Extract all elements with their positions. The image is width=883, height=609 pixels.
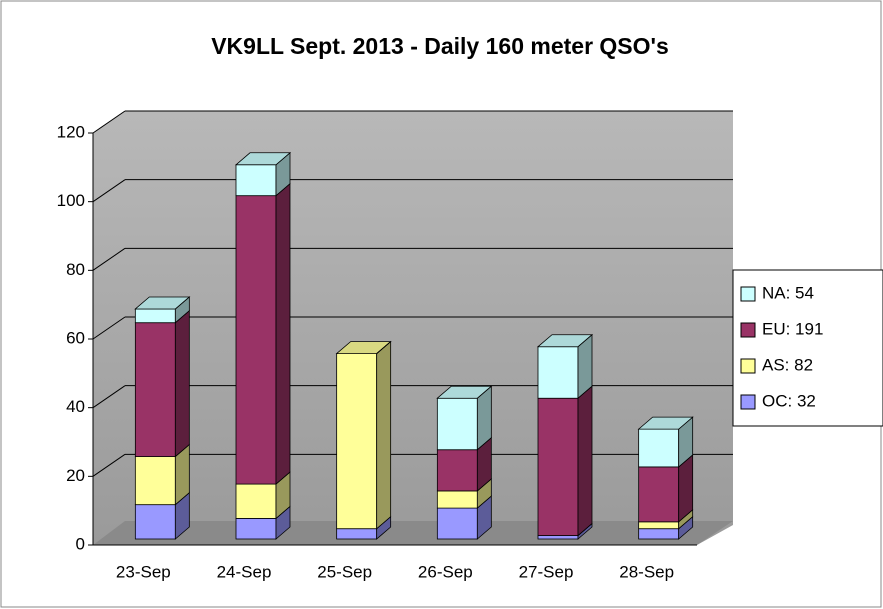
bar-segment bbox=[134, 309, 190, 458]
bar-face bbox=[235, 483, 277, 519]
bar-face bbox=[638, 528, 680, 540]
x-tick-label: 26-Sep bbox=[418, 562, 473, 581]
bar-segment bbox=[376, 341, 391, 354]
bar-segment bbox=[335, 340, 392, 530]
bar-face bbox=[376, 340, 392, 530]
bar-face bbox=[376, 341, 391, 354]
grid-line bbox=[92, 385, 126, 409]
legend-swatch bbox=[740, 286, 756, 302]
legend-label: OC: 32 bbox=[762, 391, 816, 410]
bar-face bbox=[577, 385, 593, 537]
grid-line bbox=[92, 453, 126, 477]
y-tick-label: 120 bbox=[57, 122, 85, 141]
grid-line bbox=[92, 110, 126, 134]
x-tick-label: 23-Sep bbox=[116, 562, 171, 581]
bar-face bbox=[638, 428, 680, 468]
bar-segment bbox=[235, 182, 291, 485]
bar-face bbox=[134, 322, 176, 458]
grid-line bbox=[92, 247, 126, 271]
bar-segment bbox=[436, 495, 492, 540]
bar-face bbox=[537, 535, 579, 540]
bar-face bbox=[275, 182, 291, 485]
bar-face bbox=[134, 308, 176, 324]
bar-segment bbox=[134, 443, 190, 506]
bar-segment bbox=[637, 416, 694, 468]
bar-face bbox=[638, 466, 680, 523]
bar-face bbox=[235, 518, 277, 540]
bar-segment bbox=[235, 471, 291, 520]
y-tick-label: 0 bbox=[76, 534, 85, 553]
bar-face bbox=[234, 152, 292, 166]
bar-face bbox=[174, 309, 190, 458]
bar-face bbox=[436, 507, 478, 540]
legend-label: NA: 54 bbox=[762, 283, 814, 302]
bar-segment bbox=[234, 151, 292, 197]
bar-face bbox=[134, 504, 176, 540]
bar-segment bbox=[436, 478, 492, 509]
bar-segment bbox=[235, 505, 291, 540]
x-tick-label: 28-Sep bbox=[619, 562, 674, 581]
grid-line bbox=[92, 316, 126, 340]
bar-segment bbox=[436, 436, 492, 492]
bar-face bbox=[436, 385, 493, 399]
bar-face bbox=[336, 353, 378, 530]
y-tick-label: 60 bbox=[66, 328, 85, 347]
x-tick-label: 25-Sep bbox=[317, 562, 372, 581]
y-tick-label: 40 bbox=[66, 397, 85, 416]
bar-segment bbox=[134, 491, 190, 540]
bar-segment bbox=[537, 385, 593, 537]
legend-swatch bbox=[740, 358, 756, 374]
bar-face bbox=[637, 416, 694, 430]
bar-face bbox=[436, 490, 478, 509]
y-tick-label: 100 bbox=[57, 191, 85, 210]
legend-swatch bbox=[740, 394, 756, 410]
legend-label: EU: 191 bbox=[762, 319, 823, 338]
bar-face bbox=[537, 346, 579, 399]
bar-face bbox=[436, 397, 478, 451]
bar-face bbox=[235, 195, 277, 485]
bar-face bbox=[537, 397, 579, 536]
legend bbox=[732, 269, 883, 427]
bar-segment bbox=[134, 296, 191, 324]
bar-segment bbox=[436, 385, 493, 451]
x-tick-label: 27-Sep bbox=[519, 562, 574, 581]
y-tick-label: 80 bbox=[66, 260, 85, 279]
legend-swatch bbox=[740, 322, 756, 338]
bar-face bbox=[235, 164, 277, 197]
bar-segment bbox=[536, 333, 594, 400]
bar-face bbox=[638, 521, 680, 530]
legend-label: AS: 82 bbox=[762, 355, 813, 374]
bar-face bbox=[134, 296, 191, 310]
chart-title: VK9LL Sept. 2013 - Daily 160 meter QSO's bbox=[211, 33, 669, 59]
x-tick-label: 24-Sep bbox=[217, 562, 272, 581]
bar-face bbox=[336, 528, 378, 540]
bar-face bbox=[536, 334, 594, 348]
grid-line bbox=[92, 179, 126, 203]
bar-face bbox=[134, 456, 176, 506]
bar-face bbox=[436, 449, 478, 492]
bar-segment bbox=[638, 454, 694, 523]
y-tick-label: 20 bbox=[66, 466, 85, 485]
